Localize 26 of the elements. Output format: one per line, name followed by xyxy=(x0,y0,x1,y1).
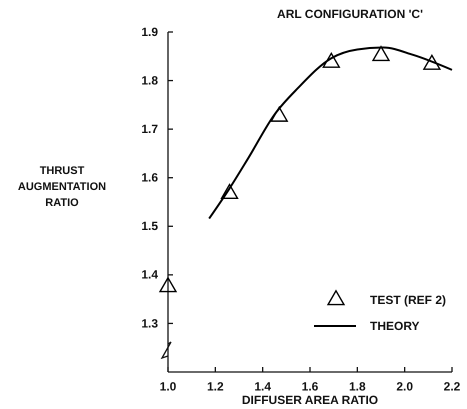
point xyxy=(322,52,340,68)
x-tick-label: 1.4 xyxy=(254,380,272,394)
chart-title: ARL CONFIGURATION 'C' xyxy=(277,7,424,21)
line-series xyxy=(208,46,453,220)
x-tick-label: 1.8 xyxy=(348,380,366,394)
y-tick-label: 1.4 xyxy=(141,268,158,282)
x-tick-label: 2.2 xyxy=(444,380,461,394)
x-tick-label: 1.0 xyxy=(160,380,177,394)
x-tick-label: 1.2 xyxy=(206,380,224,394)
x-tick-label: 2.0 xyxy=(396,380,414,394)
x-axis-title: DIFFUSER AREA RATIO xyxy=(242,393,378,407)
point xyxy=(270,106,288,122)
x-tick-label: 1.6 xyxy=(302,380,319,394)
y-tick-label: 1.6 xyxy=(141,170,158,185)
y-tick-label: 1.7 xyxy=(141,122,158,136)
point xyxy=(423,54,441,70)
y-tick-label: 1.5 xyxy=(141,219,158,234)
y-tick-label: 1.3 xyxy=(141,316,158,330)
point xyxy=(372,46,390,62)
point xyxy=(220,184,238,200)
legend-label: THEORY xyxy=(370,319,420,333)
y-tick-label: 1.9 xyxy=(141,24,158,39)
point xyxy=(159,277,177,292)
y-axis-title: THRUST AUGMENTATION RATIO xyxy=(18,165,106,209)
legend-label: TEST (REF 2) xyxy=(370,293,446,307)
y-tick-label: 1.8 xyxy=(141,73,158,88)
